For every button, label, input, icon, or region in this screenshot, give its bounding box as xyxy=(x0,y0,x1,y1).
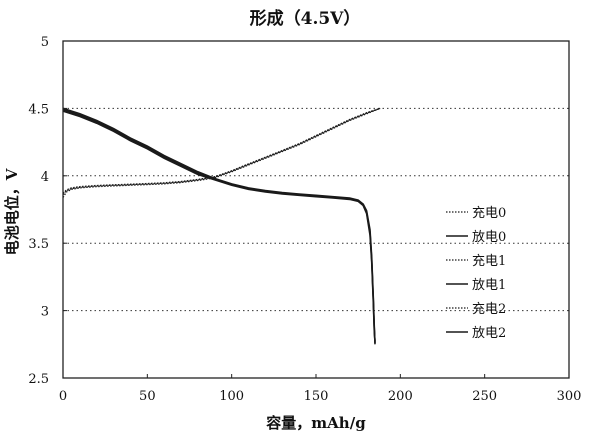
legend-label-3: 放电1 xyxy=(472,278,506,293)
chart-title: 形成（4.5V） xyxy=(250,8,361,29)
legend-label-4: 充电2 xyxy=(472,301,506,317)
legend-label-2: 充电1 xyxy=(472,253,506,269)
legend: 充电0 放电0 充电1 放电1 充电2 放电2 xyxy=(446,205,506,341)
x-tick-label-3: 150 xyxy=(304,389,329,404)
y-tick-label-2: 3.5 xyxy=(28,237,49,252)
legend-label-1: 放电0 xyxy=(472,230,506,245)
y-axis-label: 电池电位，V xyxy=(3,168,21,255)
x-tick-label-1: 50 xyxy=(139,389,156,404)
x-tick-label-2: 100 xyxy=(219,389,244,404)
legend-label-5: 放电2 xyxy=(472,326,506,341)
x-tick-label-5: 250 xyxy=(472,389,497,404)
series-line-3 xyxy=(62,108,376,344)
x-tick-label-0: 0 xyxy=(59,389,67,404)
series-line-0 xyxy=(62,107,381,198)
y-tick-label-4: 4.5 xyxy=(28,102,49,117)
y-tick-label-5: 5 xyxy=(41,35,49,50)
x-axis-label: 容量，mAh/g xyxy=(265,414,366,432)
legend-label-0: 充电0 xyxy=(472,205,506,221)
series-lines xyxy=(62,107,381,345)
axis-ticks: 0 50 100 150 200 250 300 2.5 3 3.5 4 4.5 5 xyxy=(28,35,581,404)
y-tick-label-1: 3 xyxy=(41,305,49,320)
series-line-4 xyxy=(62,107,381,194)
x-tick-label-4: 200 xyxy=(388,389,413,404)
gridlines xyxy=(63,107,569,312)
series-line-1 xyxy=(62,107,376,345)
y-tick-label-0: 2.5 xyxy=(28,372,49,387)
series-line-5 xyxy=(62,110,376,342)
x-tick-label-6: 300 xyxy=(557,389,582,404)
y-tick-label-3: 4 xyxy=(41,170,49,185)
